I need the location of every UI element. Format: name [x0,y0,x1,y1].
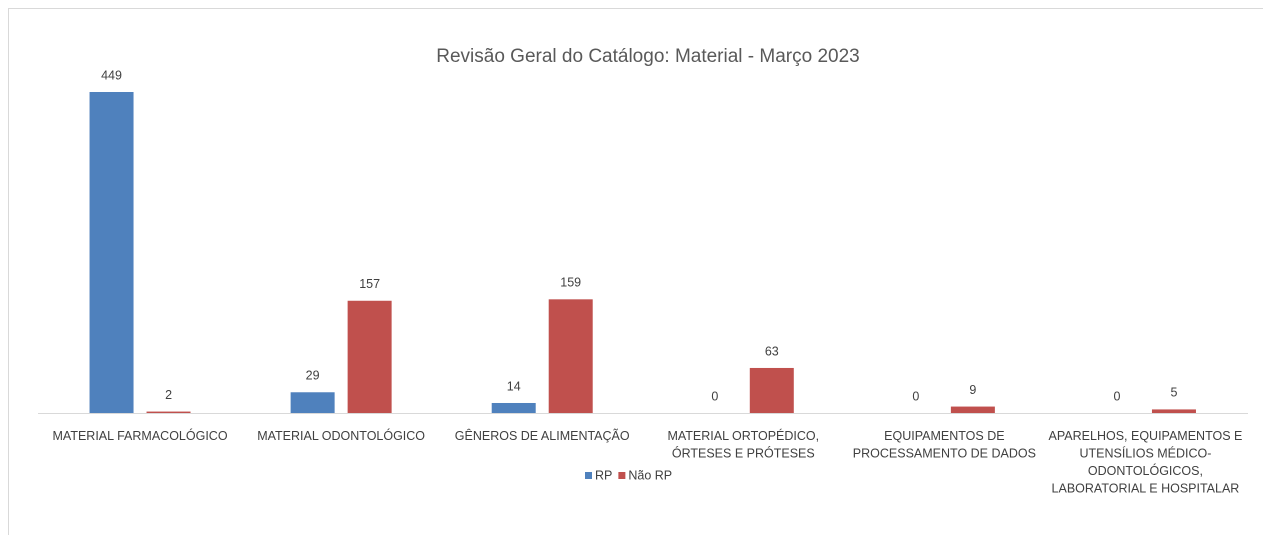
legend-label: RP [595,468,612,482]
bar [950,406,995,413]
legend-swatch [585,472,592,479]
data-label: 0 [711,389,718,403]
x-tick-label: EQUIPAMENTOS DE PROCESSAMENTO DE DADOS [853,429,1036,461]
data-label: 63 [765,344,779,358]
data-label: 2 [165,388,172,402]
legend-label: Não RP [628,468,672,482]
data-label: 5 [1170,386,1177,400]
data-label: 29 [306,369,320,383]
bar [89,92,134,413]
x-tick-label: APARELHOS, EQUIPAMENTOS E UTENSÍLIOS MÉDI… [1049,429,1243,496]
x-tick-label: GÊNEROS DE ALIMENTAÇÃO [455,428,630,443]
x-tick-label: MATERIAL ODONTOLÓGICO [257,428,425,443]
data-label: 0 [1113,389,1120,403]
chart-border [8,8,1263,535]
data-label: 0 [912,389,919,403]
data-label: 157 [359,277,380,291]
data-label: 14 [507,379,521,393]
bar [491,402,536,413]
data-label: 159 [560,276,581,290]
bar [347,300,392,413]
legend-swatch [618,472,626,479]
bar [290,392,335,413]
bar [1151,409,1196,413]
chart-title: Revisão Geral do Catálogo: Material - Ma… [436,46,859,67]
x-tick-label: MATERIAL FARMACOLÓGICO [53,428,228,443]
x-tick-label: MATERIAL ORTOPÉDICO, ÓRTESES E PRÓTESES [667,428,819,461]
bar [146,411,191,413]
data-label: 449 [101,68,122,82]
bar [548,299,593,413]
data-label: 9 [969,383,976,397]
bar [749,367,794,413]
